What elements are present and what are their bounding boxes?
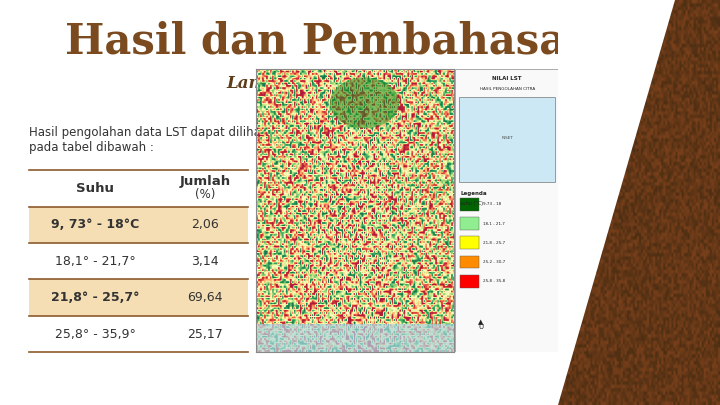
Text: 21,8 - 25,7: 21,8 - 25,7 [483, 241, 505, 245]
Text: 18,1° - 21,7°: 18,1° - 21,7° [55, 255, 136, 268]
Text: INSET: INSET [501, 136, 513, 140]
Text: 21,8° - 25,7°: 21,8° - 25,7° [51, 291, 140, 304]
Bar [459, 97, 555, 182]
Text: 18,1 - 21,7: 18,1 - 21,7 [483, 222, 505, 226]
Polygon shape [558, 0, 675, 405]
Ellipse shape [330, 77, 399, 128]
Bar [256, 324, 454, 352]
Text: 25,17: 25,17 [187, 328, 223, 341]
Bar [29, 207, 248, 243]
Text: suhu (°C): suhu (°C) [460, 200, 483, 206]
Bar [460, 217, 479, 230]
Text: Land Surface Temperature: Land Surface Temperature [227, 75, 476, 92]
Bar [29, 279, 248, 316]
Text: Hasil dan Pembahasan: Hasil dan Pembahasan [66, 20, 597, 62]
Text: NILAI LST: NILAI LST [492, 76, 522, 81]
Text: HASIL PENGOLAHAN CITRA: HASIL PENGOLAHAN CITRA [480, 87, 535, 91]
Text: 9, 73° - 18°C: 9, 73° - 18°C [51, 218, 140, 231]
Text: Legenda: Legenda [460, 191, 487, 196]
Text: (LST): (LST) [400, 75, 457, 92]
Text: Jumlah: Jumlah [179, 175, 231, 188]
Text: 25,8° - 35,9°: 25,8° - 35,9° [55, 328, 136, 341]
Text: 9,73 - 18: 9,73 - 18 [483, 202, 501, 207]
Text: 25,2 - 30,7: 25,2 - 30,7 [483, 260, 505, 264]
Text: Suhu: Suhu [76, 182, 114, 195]
Text: (%): (%) [195, 188, 215, 201]
Text: 25,8 - 35,8: 25,8 - 35,8 [483, 279, 505, 284]
Bar [460, 198, 479, 211]
Text: Hasil pengolahan data LST dapat dilihat
pada tabel dibawah :: Hasil pengolahan data LST dapat dilihat … [29, 126, 266, 153]
Text: 3,14: 3,14 [192, 255, 219, 268]
Bar [460, 275, 479, 288]
Text: ▲
U: ▲ U [479, 319, 484, 330]
Bar [460, 256, 479, 269]
Text: 69,64: 69,64 [187, 291, 223, 304]
Text: 2,06: 2,06 [192, 218, 219, 231]
Bar [460, 237, 479, 249]
